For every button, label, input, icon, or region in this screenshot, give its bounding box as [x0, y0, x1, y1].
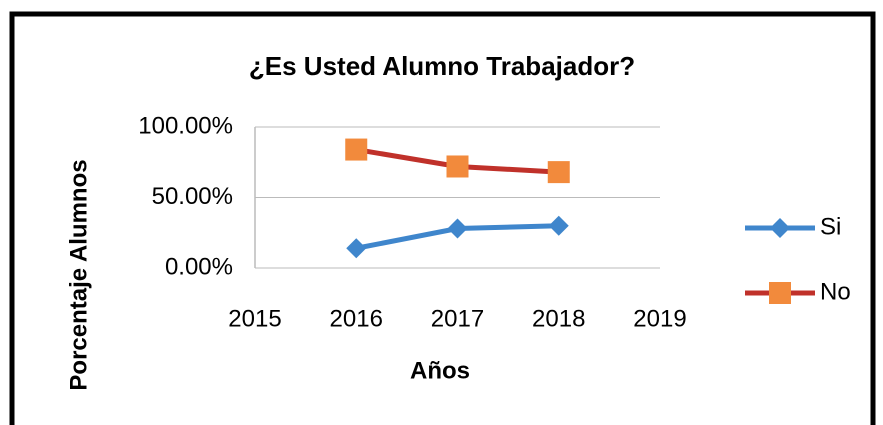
y-tick-label: 100.00% [138, 112, 233, 139]
y-tick-label: 50.00% [152, 183, 233, 210]
legend-label: No [820, 278, 851, 305]
x-tick-label: 2019 [633, 305, 686, 332]
legend-marker [770, 218, 790, 238]
data-point [447, 218, 468, 239]
data-point [446, 155, 469, 178]
x-tick-label: 2018 [532, 305, 585, 332]
legend-label: Si [820, 213, 841, 240]
x-tick-label: 2015 [228, 305, 281, 332]
y-axis-label: Porcentaje Alumnos [65, 159, 92, 390]
data-point [548, 215, 569, 236]
data-point [346, 238, 367, 259]
chart-title: ¿Es Usted Alumno Trabajador? [249, 51, 635, 81]
x-axis-label: Años [410, 357, 470, 384]
chart-frame [9, 11, 876, 425]
y-tick-label: 0.00% [165, 253, 233, 280]
x-tick-label: 2017 [431, 305, 484, 332]
data-point [547, 161, 570, 184]
x-tick-label: 2016 [330, 305, 383, 332]
data-point [345, 138, 368, 161]
legend-marker [769, 282, 791, 304]
